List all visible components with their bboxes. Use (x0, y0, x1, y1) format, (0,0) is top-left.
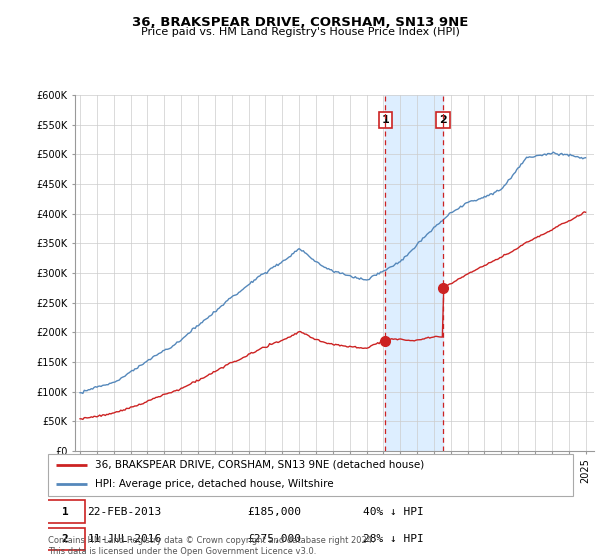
Text: 2: 2 (62, 534, 68, 544)
Text: HPI: Average price, detached house, Wiltshire: HPI: Average price, detached house, Wilt… (95, 479, 334, 489)
Text: £275,000: £275,000 (248, 534, 302, 544)
Text: 2: 2 (439, 115, 447, 125)
Text: £185,000: £185,000 (248, 507, 302, 516)
FancyBboxPatch shape (46, 528, 85, 550)
Text: 40% ↓ HPI: 40% ↓ HPI (363, 507, 424, 516)
Text: 11-JUL-2016: 11-JUL-2016 (88, 534, 161, 544)
Bar (385, 95, 443, 451)
FancyBboxPatch shape (48, 454, 573, 496)
Text: 22-FEB-2013: 22-FEB-2013 (88, 507, 161, 516)
Text: Price paid vs. HM Land Registry's House Price Index (HPI): Price paid vs. HM Land Registry's House … (140, 27, 460, 37)
Text: 36, BRAKSPEAR DRIVE, CORSHAM, SN13 9NE (detached house): 36, BRAKSPEAR DRIVE, CORSHAM, SN13 9NE (… (95, 460, 425, 470)
Text: 36, BRAKSPEAR DRIVE, CORSHAM, SN13 9NE: 36, BRAKSPEAR DRIVE, CORSHAM, SN13 9NE (132, 16, 468, 29)
FancyBboxPatch shape (46, 500, 85, 523)
Text: 1: 1 (62, 507, 68, 516)
Text: Contains HM Land Registry data © Crown copyright and database right 2024.
This d: Contains HM Land Registry data © Crown c… (48, 536, 374, 556)
Text: 1: 1 (382, 115, 389, 125)
Text: 28% ↓ HPI: 28% ↓ HPI (363, 534, 424, 544)
